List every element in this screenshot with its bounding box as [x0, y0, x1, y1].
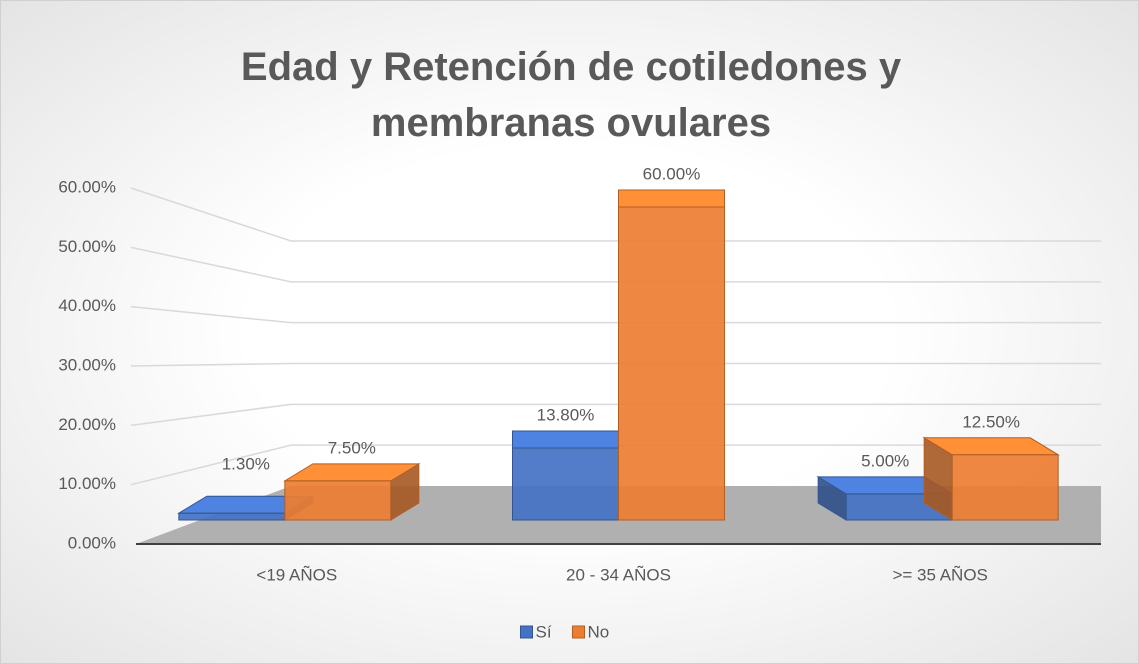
grid-line — [130, 403, 1101, 427]
bar — [618, 189, 725, 521]
grid-line — [130, 305, 1101, 324]
y-tick-label: 20.00% — [58, 415, 116, 434]
y-tick-label: 30.00% — [58, 355, 116, 374]
bar-top — [512, 430, 619, 449]
legend-label: Sí — [536, 622, 552, 641]
bar-front — [178, 512, 286, 521]
y-tick-label: 10.00% — [58, 474, 116, 493]
data-label: 60.00% — [643, 164, 701, 183]
bar — [512, 430, 619, 521]
y-tick-label: 60.00% — [58, 177, 116, 196]
bar — [922, 436, 1060, 521]
bar — [283, 462, 421, 521]
grid-line — [130, 444, 1101, 486]
legend-label: No — [588, 622, 610, 641]
bar-front — [512, 447, 619, 521]
bar-front — [618, 206, 725, 521]
grid-line — [130, 246, 1101, 283]
y-tick-label: 40.00% — [58, 296, 116, 315]
grid-line — [130, 362, 1101, 367]
bar — [816, 476, 954, 521]
x-tick-label: >= 35 AÑOS — [892, 565, 987, 584]
y-tick-label: 0.00% — [68, 533, 116, 552]
grid-line — [130, 187, 1101, 242]
bar-front — [951, 454, 1059, 521]
data-label: 1.30% — [222, 454, 270, 473]
legend-swatch — [520, 625, 533, 639]
chart-title: Edad y Retención de cotiledones y membra… — [240, 45, 902, 145]
data-label: 5.00% — [861, 451, 909, 470]
bar-front — [284, 480, 392, 521]
data-label: 12.50% — [962, 412, 1020, 431]
bar-top — [618, 189, 725, 208]
data-label: 13.80% — [537, 405, 595, 424]
x-tick-label: 20 - 34 AÑOS — [566, 565, 671, 584]
legend-swatch — [572, 625, 585, 639]
x-tick-label: <19 AÑOS — [256, 565, 337, 584]
data-label: 7.50% — [328, 438, 376, 457]
y-tick-label: 50.00% — [58, 237, 116, 256]
